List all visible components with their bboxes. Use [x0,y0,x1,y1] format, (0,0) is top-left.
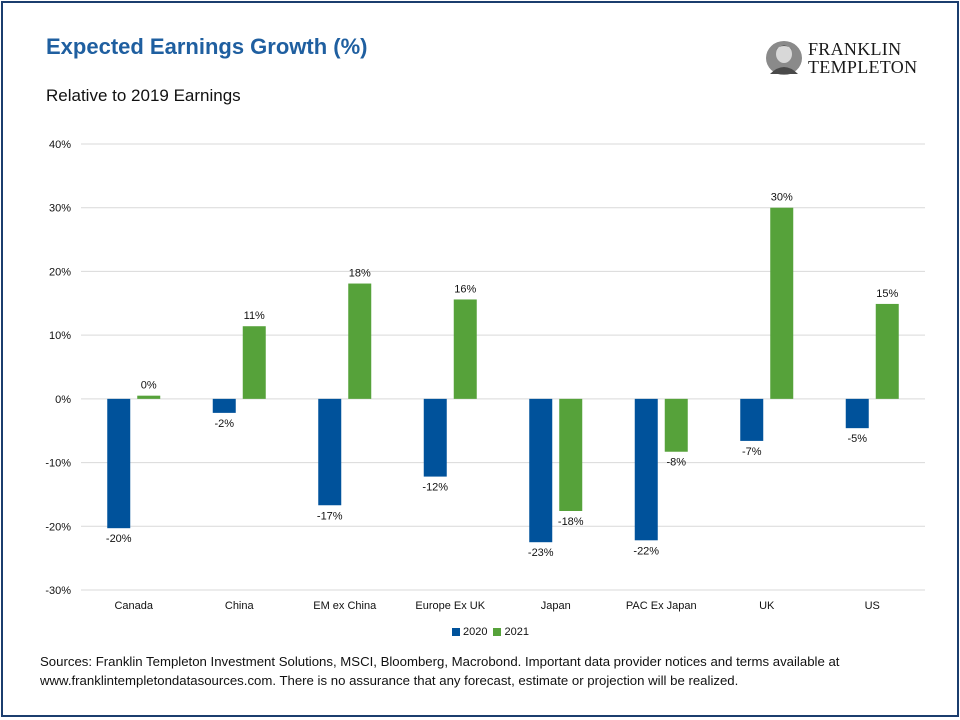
data-label-2021: 16% [454,283,476,295]
bar-2021 [137,395,161,399]
data-label-2021: -18% [558,516,584,528]
logo-line-1: FRANKLIN [808,39,902,59]
x-category-label: UK [759,600,775,612]
bar-2021 [348,283,372,399]
bar-2021 [242,326,266,399]
bar-2021 [875,303,899,399]
bar-2021 [559,398,583,511]
legend-item-2021: 2021 [493,626,529,638]
logo-line-2: TEMPLETON [808,57,918,77]
data-label-2021: 15% [876,288,898,300]
bar-2020 [318,398,342,506]
bar-2020 [529,398,553,543]
x-category-label: EM ex China [313,600,377,612]
franklin-templeton-logo: FRANKLIN TEMPLETON [764,40,924,76]
chart-subtitle: Relative to 2019 Earnings [46,86,241,105]
data-label-2020: -22% [633,545,659,557]
data-label-2021: 11% [244,310,265,322]
legend-item-2020: 2020 [452,626,487,638]
x-category-label: China [225,600,255,612]
legend-swatch-2020 [452,628,460,636]
bar-2020 [107,398,131,529]
bar-2020 [845,398,869,429]
x-category-label: Europe Ex UK [415,600,485,612]
bar-2020 [212,398,236,413]
y-tick-label: -30% [45,585,71,597]
data-label-2020: -17% [317,510,343,522]
data-label-2021: 18% [349,268,371,280]
x-category-label: PAC Ex Japan [626,600,697,612]
data-label-2020: -20% [106,533,132,545]
bar-2020 [423,398,447,477]
data-label-2020: -12% [422,482,448,494]
bar-2020 [740,398,764,441]
source-note: Sources: Franklin Templeton Investment S… [40,654,840,688]
y-tick-label: -20% [45,521,71,533]
data-label-2021: 0% [141,380,157,392]
y-tick-label: 10% [49,330,71,342]
y-tick-label: 30% [49,203,71,215]
y-tick-label: -10% [45,458,71,470]
y-tick-label: 40% [49,139,71,151]
x-category-label: US [865,600,880,612]
x-category-label: Canada [114,600,153,612]
data-label-2021: -8% [666,457,686,469]
data-label-2020: -23% [528,547,554,559]
y-tick-label: 0% [55,394,71,406]
chart-legend: 2020 2021 [452,626,535,638]
data-label-2020: -2% [214,418,234,430]
data-label-2020: -7% [742,446,762,458]
bar-2021 [453,299,477,399]
y-tick-label: 20% [49,266,71,278]
chart-title: Expected Earnings Growth (%) [46,34,368,59]
bar-2021 [664,398,688,452]
data-label-2021: 30% [771,192,793,204]
legend-swatch-2021 [493,628,502,636]
x-category-label: Japan [541,600,571,612]
bar-2021 [770,207,794,399]
data-label-2020: -5% [847,433,867,445]
legend-label-2020: 2020 [463,626,488,638]
legend-label-2021: 2021 [504,626,529,638]
bar-2020 [634,398,658,541]
franklin-portrait-icon [766,41,802,75]
